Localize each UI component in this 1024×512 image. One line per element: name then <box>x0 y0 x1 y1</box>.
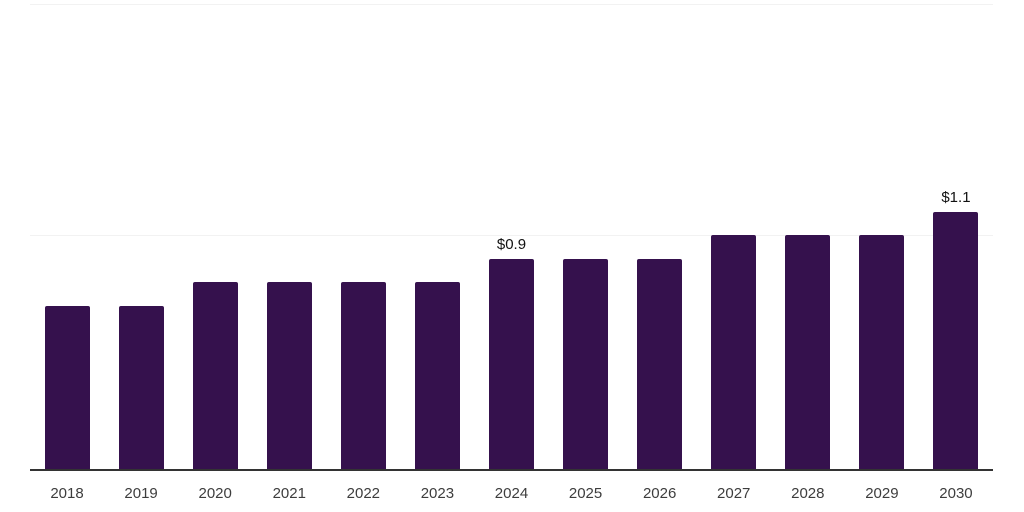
bar-2026 <box>637 258 683 470</box>
gridline-2 <box>30 4 993 5</box>
x-axis-label-2029: 2029 <box>865 485 899 502</box>
bar-2019 <box>118 305 164 470</box>
bar-2028 <box>785 235 831 470</box>
bar-2022 <box>340 282 386 470</box>
x-axis-line <box>30 469 993 471</box>
plot-area: $0.9 $1.1 <box>30 0 993 470</box>
bar-2018 <box>44 305 90 470</box>
x-axis-label-2022: 2022 <box>346 485 381 502</box>
x-axis-label-2019: 2019 <box>124 485 158 502</box>
bar-2029 <box>859 235 905 470</box>
x-axis-label-2018: 2018 <box>50 485 84 502</box>
gridline-1 <box>30 235 993 236</box>
bar-2020 <box>192 282 238 470</box>
x-axis-label-2023: 2023 <box>420 485 455 502</box>
bar-2024 <box>489 258 534 470</box>
x-axis-label-2027: 2027 <box>717 485 751 502</box>
bar-2021 <box>266 282 312 470</box>
x-axis-label-2028: 2028 <box>791 485 825 502</box>
x-axis-label-2020: 2020 <box>198 485 232 502</box>
x-axis-label-2021: 2021 <box>272 485 306 502</box>
x-axis-label-2026: 2026 <box>642 485 677 502</box>
x-axis-label-2030: 2030 <box>939 485 973 502</box>
bar-2025 <box>563 258 609 470</box>
data-label-2024: $0.9 <box>496 235 527 253</box>
bar-2030 <box>933 211 979 470</box>
x-axis-labels: 2018 2019 2020 2021 2022 2023 2024 2025 2026 2027… <box>30 485 993 505</box>
x-axis-label-2024: 2024 <box>494 485 529 502</box>
bar-2023 <box>414 282 460 470</box>
x-axis-label-2025: 2025 <box>568 485 603 502</box>
data-label-2030: $1.1 <box>941 188 971 206</box>
bar-2027 <box>711 235 757 470</box>
